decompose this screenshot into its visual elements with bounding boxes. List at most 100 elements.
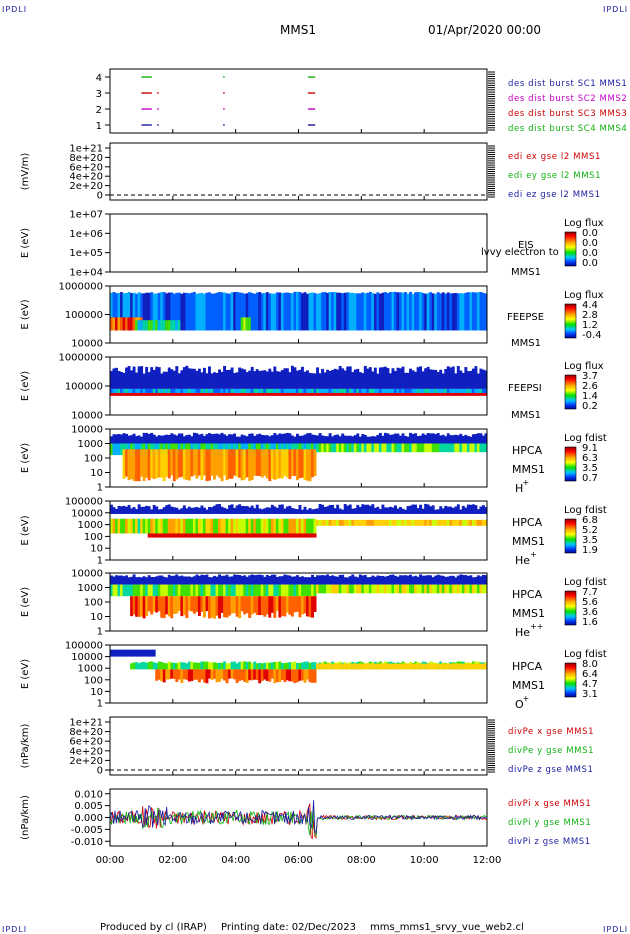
spectrogram-cell [187,293,191,331]
spectrogram-cell [338,519,342,526]
divpi-legend-label: divPi z gse MMS1 [508,837,591,847]
y-tick-label: 10000 [71,508,103,519]
spectrogram-cell [197,449,201,476]
spectrogram-cell [290,584,294,597]
spectrogram-cell [416,576,420,585]
spectrogram-cell [157,661,161,670]
spectrogram-cell [446,519,450,526]
spectrogram-cell [147,292,151,331]
spectrogram-cell [243,584,247,597]
spectrogram-cell [233,388,237,393]
spectrogram-cell [348,435,352,444]
spectrogram-cell [461,663,465,670]
spectrogram-cell [388,373,392,389]
spectrogram-cell [185,508,189,514]
corner-label-top-right: IPDLI [603,5,628,14]
spectrogram-cell [295,509,299,514]
spectrogram-cell [283,596,287,617]
spectrogram-cell [461,584,465,594]
colorbar-value: 6.3 [582,453,598,464]
spectrogram-cell [112,317,116,331]
spectrogram-cell [441,584,445,594]
spectrogram-cell [258,508,262,514]
spectrogram-cell [132,574,136,585]
spectrogram-cell [238,661,242,670]
spectrogram-cell [135,662,139,670]
spectrogram-cell [366,663,370,670]
spectrogram-cell [185,449,189,480]
spectrogram-cell [306,449,309,481]
spectrogram-cell [348,519,352,526]
spectrogram-cell [175,574,179,585]
spectrogram-cell [243,392,247,396]
spectrogram-cell [280,388,284,393]
colorbar-title: Log flux [564,361,604,372]
spectrogram-cell [441,663,445,670]
spectrogram-cell [202,575,206,585]
spectrogram-cell [436,433,440,444]
spectrogram-cell [162,392,166,396]
spectrogram-cell [147,533,151,538]
spectrogram-cell [245,669,249,684]
spectrogram-cell [215,518,219,534]
spectrogram-cell [192,596,196,614]
spectrogram-cell [155,449,159,479]
spectrogram-cell [197,388,201,393]
spectrogram-cell [233,373,237,389]
spectrogram-cell [383,388,387,393]
spectrogram-cell [215,392,219,396]
spectrogram-cell [311,449,314,478]
spectrogram-cell [439,435,443,444]
spectrogram-cell [411,584,415,594]
spectrogram-cell [451,507,455,514]
spectrogram-cell [351,663,355,670]
spectrogram-cell [481,584,485,594]
spectrogram-cell [132,292,136,331]
spectrogram-cell [265,574,269,585]
spectrogram-cell [313,388,317,393]
spectrogram-cell [182,388,186,393]
spectrogram-cell [431,443,435,453]
spectrogram-cell [190,368,194,389]
spectrogram-cell [270,533,274,538]
spectrogram-cell [130,449,134,480]
spectrogram-cell [233,449,237,476]
spectrogram-cell [326,519,330,526]
spectrogram-cell [197,596,201,616]
spectrogram-cell [416,392,420,396]
spectrogram-cell [479,576,483,585]
spectrogram-cell [464,292,468,331]
spectrogram-cell [110,388,113,393]
spectrogram-cell [150,392,154,396]
spectrogram-cell [258,596,262,616]
spectrogram-cell [436,388,440,393]
spectrogram-cell [213,533,216,538]
spectrogram-cell [439,575,443,585]
spectrogram-cell [137,596,141,617]
y-tick-label: 2e+20 [69,756,103,767]
spectrogram-cell [348,663,352,670]
spectrogram-cell [243,506,247,514]
spectrogram-cell [195,449,199,479]
spectrogram-cell [331,292,335,331]
spectrogram-cell [331,504,335,514]
spectrogram-cell [295,518,299,534]
spectrogram-cell [298,388,302,393]
spectrogram-cell [152,662,156,670]
spectrogram-cell [167,434,171,444]
spectrogram-cell [248,433,252,444]
spectrogram-cell [155,576,159,585]
spectrogram-cell [192,518,196,534]
spectrogram-cell [120,575,123,585]
spectrogram-cell [263,388,267,393]
spectrogram-cell [318,392,322,396]
spectrogram-cell [416,519,420,526]
spectrogram-cell [152,518,156,534]
spectrogram-cell [449,519,453,526]
spectrogram-cell [132,317,136,331]
spectrogram-cell [265,435,269,444]
spectrogram-cell [293,596,297,613]
spectrogram-cell [333,584,337,594]
spectrogram-cell [378,519,382,526]
spectrogram-cell [311,388,314,393]
